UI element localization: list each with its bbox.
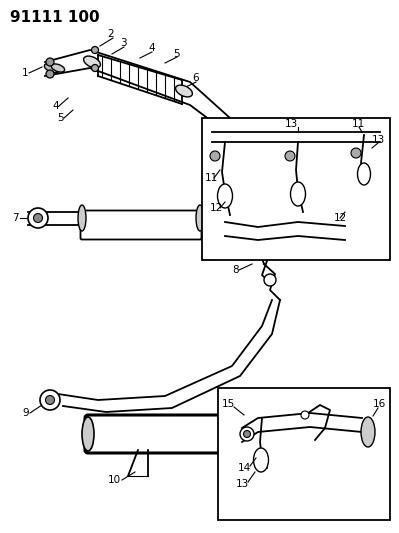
Text: 2: 2 xyxy=(107,29,114,39)
FancyBboxPatch shape xyxy=(81,211,201,239)
Circle shape xyxy=(285,151,295,161)
Ellipse shape xyxy=(44,63,59,72)
Text: 12: 12 xyxy=(210,203,223,213)
Bar xyxy=(218,388,390,520)
Ellipse shape xyxy=(176,85,192,97)
Circle shape xyxy=(240,427,254,441)
Ellipse shape xyxy=(51,64,65,72)
Text: 11: 11 xyxy=(352,119,365,129)
Text: 13: 13 xyxy=(236,479,249,489)
Ellipse shape xyxy=(253,448,269,472)
Ellipse shape xyxy=(361,417,375,447)
Ellipse shape xyxy=(358,163,371,185)
Ellipse shape xyxy=(290,182,306,206)
Text: 9: 9 xyxy=(22,408,29,418)
Text: 91111 100: 91111 100 xyxy=(10,11,100,26)
Text: 13: 13 xyxy=(285,119,298,129)
Ellipse shape xyxy=(78,205,86,231)
Ellipse shape xyxy=(83,56,101,68)
Circle shape xyxy=(210,151,220,161)
Text: 16: 16 xyxy=(373,399,386,409)
Text: 10: 10 xyxy=(108,475,121,485)
Ellipse shape xyxy=(82,417,94,451)
Text: 8: 8 xyxy=(232,265,239,275)
Text: 5: 5 xyxy=(57,113,63,123)
Text: 11: 11 xyxy=(205,173,218,183)
Text: 1: 1 xyxy=(22,68,29,78)
Text: 5: 5 xyxy=(173,49,180,59)
Text: 15: 15 xyxy=(222,399,235,409)
Circle shape xyxy=(351,148,361,158)
Text: 6: 6 xyxy=(192,73,199,83)
Circle shape xyxy=(45,395,55,405)
Text: 7: 7 xyxy=(12,213,19,223)
Ellipse shape xyxy=(217,184,233,208)
Text: 14: 14 xyxy=(238,463,251,473)
Text: 13: 13 xyxy=(372,135,385,145)
Circle shape xyxy=(46,70,54,78)
Ellipse shape xyxy=(196,205,204,231)
Text: 12: 12 xyxy=(334,213,347,223)
Circle shape xyxy=(264,274,276,286)
Circle shape xyxy=(40,390,60,410)
Text: 3: 3 xyxy=(120,38,126,48)
Bar xyxy=(202,118,390,260)
Text: 4: 4 xyxy=(52,101,59,111)
Circle shape xyxy=(28,208,48,228)
FancyBboxPatch shape xyxy=(85,415,253,453)
Circle shape xyxy=(34,214,43,222)
Circle shape xyxy=(243,431,251,438)
Text: 4: 4 xyxy=(148,43,155,53)
Circle shape xyxy=(250,246,262,258)
Circle shape xyxy=(91,46,99,53)
Circle shape xyxy=(46,58,54,66)
Ellipse shape xyxy=(244,417,256,451)
Circle shape xyxy=(301,411,309,419)
Circle shape xyxy=(91,64,99,71)
